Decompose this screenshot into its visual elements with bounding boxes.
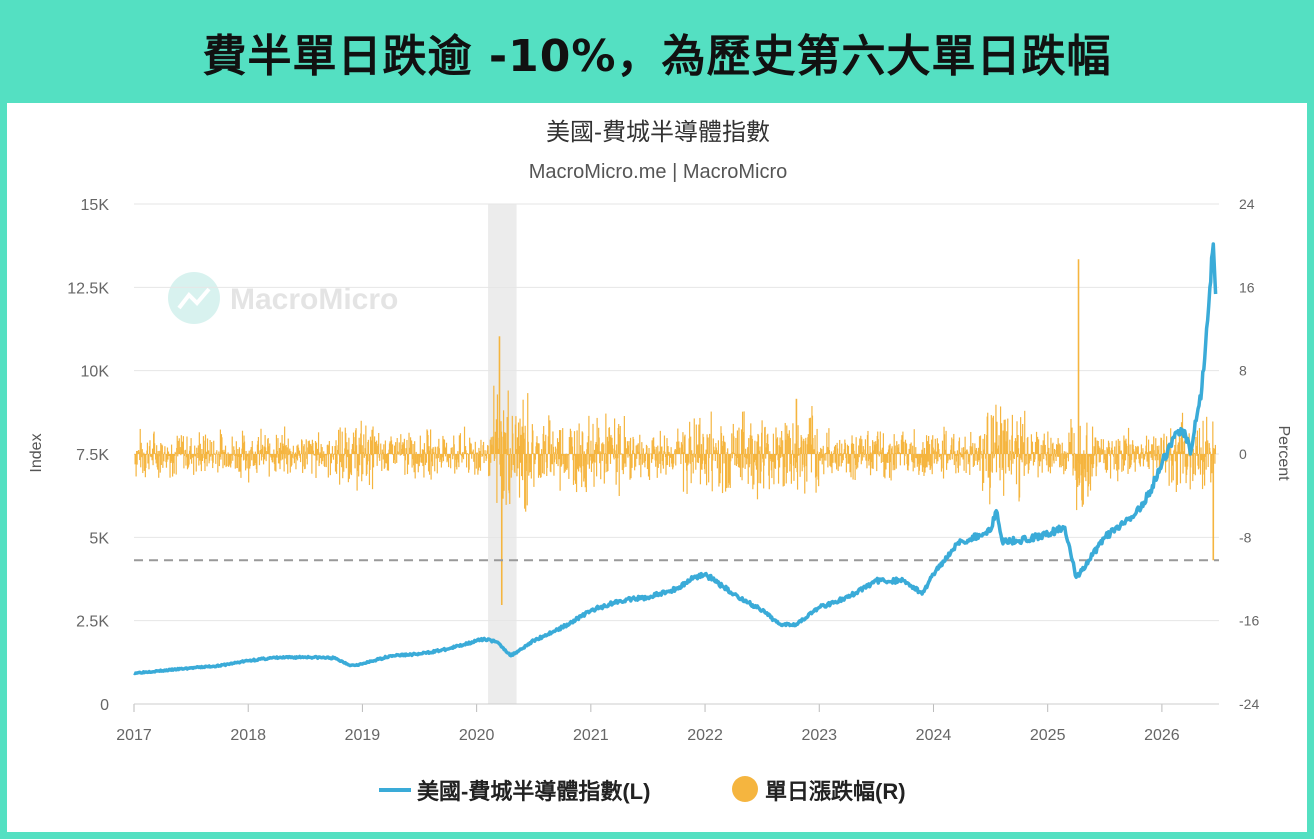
left-axis-label: Index [28,433,45,472]
chart-panel: 美國-費城半導體指數 MacroMicro.me | MacroMicro Ma… [7,103,1307,832]
left-tick-label: 7.5K [76,447,109,464]
left-tick-label: 0 [100,697,109,714]
left-tick-label: 2.5K [76,614,109,631]
right-axis-ticks: -24 -16 -8 0 8 16 24 [1239,196,1259,712]
chart-svg: 美國-費城半導體指數 MacroMicro.me | MacroMicro Ma… [28,119,1292,804]
gridlines [134,203,1219,622]
left-tick-label: 5K [89,530,109,547]
left-tick-label: 12.5K [67,280,109,297]
x-tick-label: 2026 [1144,727,1180,744]
x-tick-label: 2018 [230,727,266,744]
left-axis-ticks: 0 2.5K 5K 7.5K 10K 12.5K 15K [67,197,109,714]
left-tick-label: 15K [81,197,110,214]
x-tick-label: 2017 [116,727,152,744]
chart-subtitle: MacroMicro.me | MacroMicro [529,161,788,183]
legend-label-daily-change: 單日漲跌幅(R) [765,779,906,804]
right-tick-label: -16 [1239,613,1259,629]
legend-label-index: 美國-費城半導體指數(L) [417,779,650,804]
headline: 費半單日跌逾 -10%，為歷史第六大單日跌幅 [202,30,1112,82]
index-line [133,242,1218,676]
watermark-text: MacroMicro [230,283,398,316]
right-tick-label: -8 [1239,529,1252,545]
legend-item-daily-change[interactable]: 單日漲跌幅(R) [732,776,906,804]
chart-title: 美國-費城半導體指數 [546,119,770,146]
x-tick-label: 2023 [801,727,837,744]
right-tick-label: 0 [1239,446,1247,462]
right-tick-label: 8 [1239,363,1247,379]
x-axis-ticks: 2017 2018 2019 2020 2021 2022 2023 2024 2025 2026 [116,704,1180,744]
x-tick-label: 2020 [459,727,495,744]
left-tick-label: 10K [81,364,110,381]
watermark: MacroMicro [168,272,398,324]
right-tick-label: 24 [1239,196,1255,212]
right-tick-label: -24 [1239,696,1259,712]
x-tick-label: 2024 [916,727,952,744]
right-axis-label: Percent [1275,425,1292,481]
right-tick-label: 16 [1239,279,1255,295]
daily-change-bars [133,259,1217,606]
x-tick-label: 2019 [345,727,381,744]
x-tick-label: 2025 [1030,727,1066,744]
legend-dot-icon [732,776,758,802]
legend: 美國-費城半導體指數(L) 單日漲跌幅(R) [379,776,906,804]
legend-item-index[interactable]: 美國-費城半導體指數(L) [379,779,650,804]
x-tick-label: 2022 [687,727,723,744]
x-tick-label: 2021 [573,727,609,744]
watermark-logo-icon [168,272,220,324]
